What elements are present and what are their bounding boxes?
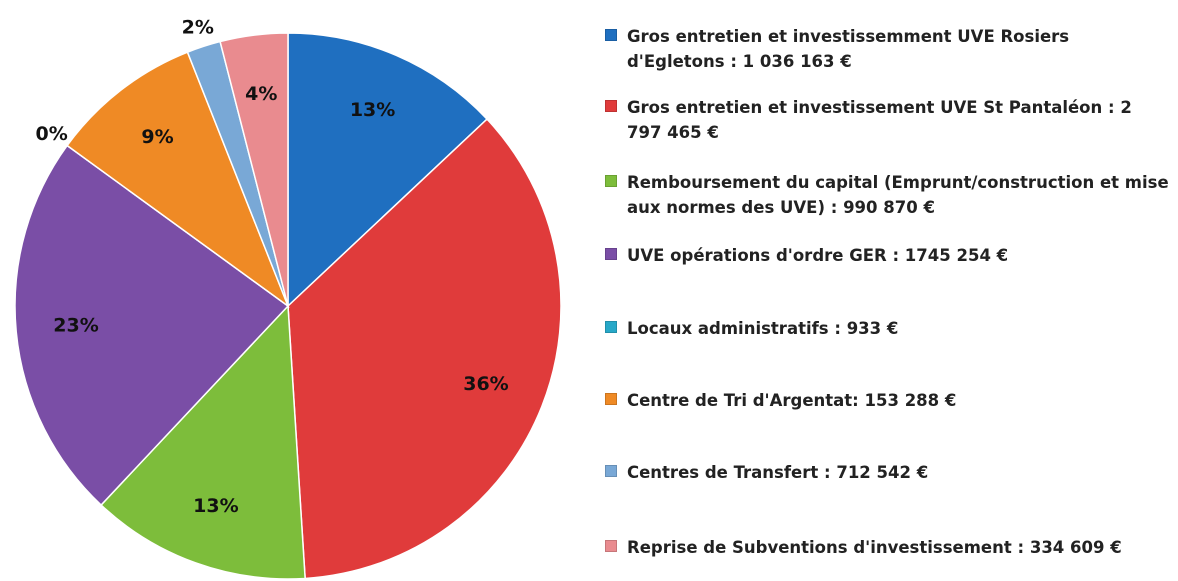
pie-slice bbox=[219, 32, 289, 307]
legend-item: Centres de Transfert : 712 542 € bbox=[605, 460, 1170, 485]
legend-label: Gros entretien et investissemment UVE Ro… bbox=[627, 27, 1070, 71]
legend-swatch bbox=[605, 465, 617, 477]
legend-label: Gros entretien et investissement UVE St … bbox=[627, 98, 1132, 142]
slice-label: 4% bbox=[245, 83, 277, 105]
legend-item: Gros entretien et investissement UVE St … bbox=[605, 95, 1170, 145]
legend-item: Remboursement du capital (Emprunt/constr… bbox=[605, 170, 1170, 220]
legend-item: UVE opérations d'ordre GER : 1745 254 € bbox=[605, 243, 1170, 268]
slice-label: 36% bbox=[463, 373, 508, 395]
slice-label: 13% bbox=[193, 495, 238, 517]
slice-label: 2% bbox=[182, 17, 214, 39]
legend-swatch bbox=[605, 393, 617, 405]
slice-label: 23% bbox=[53, 315, 98, 337]
legend-swatch bbox=[605, 100, 617, 112]
legend-swatch bbox=[605, 175, 617, 187]
legend-label: Reprise de Subventions d'investissement … bbox=[627, 538, 1122, 557]
pie-slice bbox=[66, 51, 290, 309]
legend-swatch bbox=[605, 321, 617, 333]
legend-item: Reprise de Subventions d'investissement … bbox=[605, 535, 1170, 560]
legend-swatch bbox=[605, 540, 617, 552]
legend-label: Centre de Tri d'Argentat: 153 288 € bbox=[627, 391, 957, 410]
legend-item: Locaux administratifs : 933 € bbox=[605, 316, 1170, 341]
legend-label: Locaux administratifs : 933 € bbox=[627, 319, 899, 338]
legend-swatch bbox=[605, 248, 617, 260]
legend-label: Remboursement du capital (Emprunt/constr… bbox=[627, 173, 1169, 217]
legend-swatch bbox=[605, 29, 617, 41]
slice-label: 13% bbox=[350, 99, 395, 121]
slice-label: 0% bbox=[36, 123, 68, 145]
pie-slice bbox=[14, 144, 290, 507]
pie-slice bbox=[287, 32, 489, 308]
pie-slice bbox=[287, 118, 562, 580]
legend-label: Centres de Transfert : 712 542 € bbox=[627, 463, 929, 482]
slice-label: 9% bbox=[141, 126, 173, 148]
legend: Gros entretien et investissemment UVE Ro… bbox=[605, 0, 1175, 581]
pie-chart: 13% 36% 13% 23% 0% 9% 2% 4% bbox=[14, 17, 562, 580]
legend-item: Gros entretien et investissemment UVE Ro… bbox=[605, 24, 1170, 74]
pie-slice bbox=[100, 304, 306, 580]
legend-item: Centre de Tri d'Argentat: 153 288 € bbox=[605, 388, 1170, 413]
legend-label: UVE opérations d'ordre GER : 1745 254 € bbox=[627, 246, 1009, 265]
